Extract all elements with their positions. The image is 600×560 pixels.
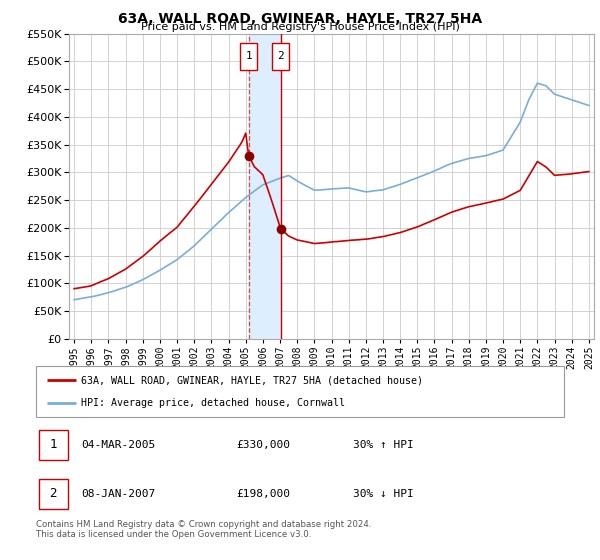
- Text: 04-MAR-2005: 04-MAR-2005: [81, 440, 155, 450]
- Text: Price paid vs. HM Land Registry's House Price Index (HPI): Price paid vs. HM Land Registry's House …: [140, 22, 460, 32]
- Text: 1: 1: [49, 438, 57, 451]
- Bar: [248, 34, 281, 339]
- FancyBboxPatch shape: [272, 43, 289, 70]
- Text: HPI: Average price, detached house, Cornwall: HPI: Average price, detached house, Corn…: [81, 398, 345, 408]
- Text: 30% ↓ HPI: 30% ↓ HPI: [353, 489, 413, 499]
- Text: 2: 2: [277, 52, 284, 62]
- Text: 63A, WALL ROAD, GWINEAR, HAYLE, TR27 5HA: 63A, WALL ROAD, GWINEAR, HAYLE, TR27 5HA: [118, 12, 482, 26]
- Text: £198,000: £198,000: [236, 489, 290, 499]
- FancyBboxPatch shape: [240, 43, 257, 70]
- Text: £330,000: £330,000: [236, 440, 290, 450]
- FancyBboxPatch shape: [38, 430, 68, 460]
- FancyBboxPatch shape: [36, 366, 564, 417]
- FancyBboxPatch shape: [38, 479, 68, 509]
- Text: 30% ↑ HPI: 30% ↑ HPI: [353, 440, 413, 450]
- Text: Contains HM Land Registry data © Crown copyright and database right 2024.
This d: Contains HM Land Registry data © Crown c…: [36, 520, 371, 539]
- Text: 2: 2: [49, 487, 57, 501]
- Text: 63A, WALL ROAD, GWINEAR, HAYLE, TR27 5HA (detached house): 63A, WALL ROAD, GWINEAR, HAYLE, TR27 5HA…: [81, 375, 423, 385]
- Text: 08-JAN-2007: 08-JAN-2007: [81, 489, 155, 499]
- Text: 1: 1: [245, 52, 252, 62]
